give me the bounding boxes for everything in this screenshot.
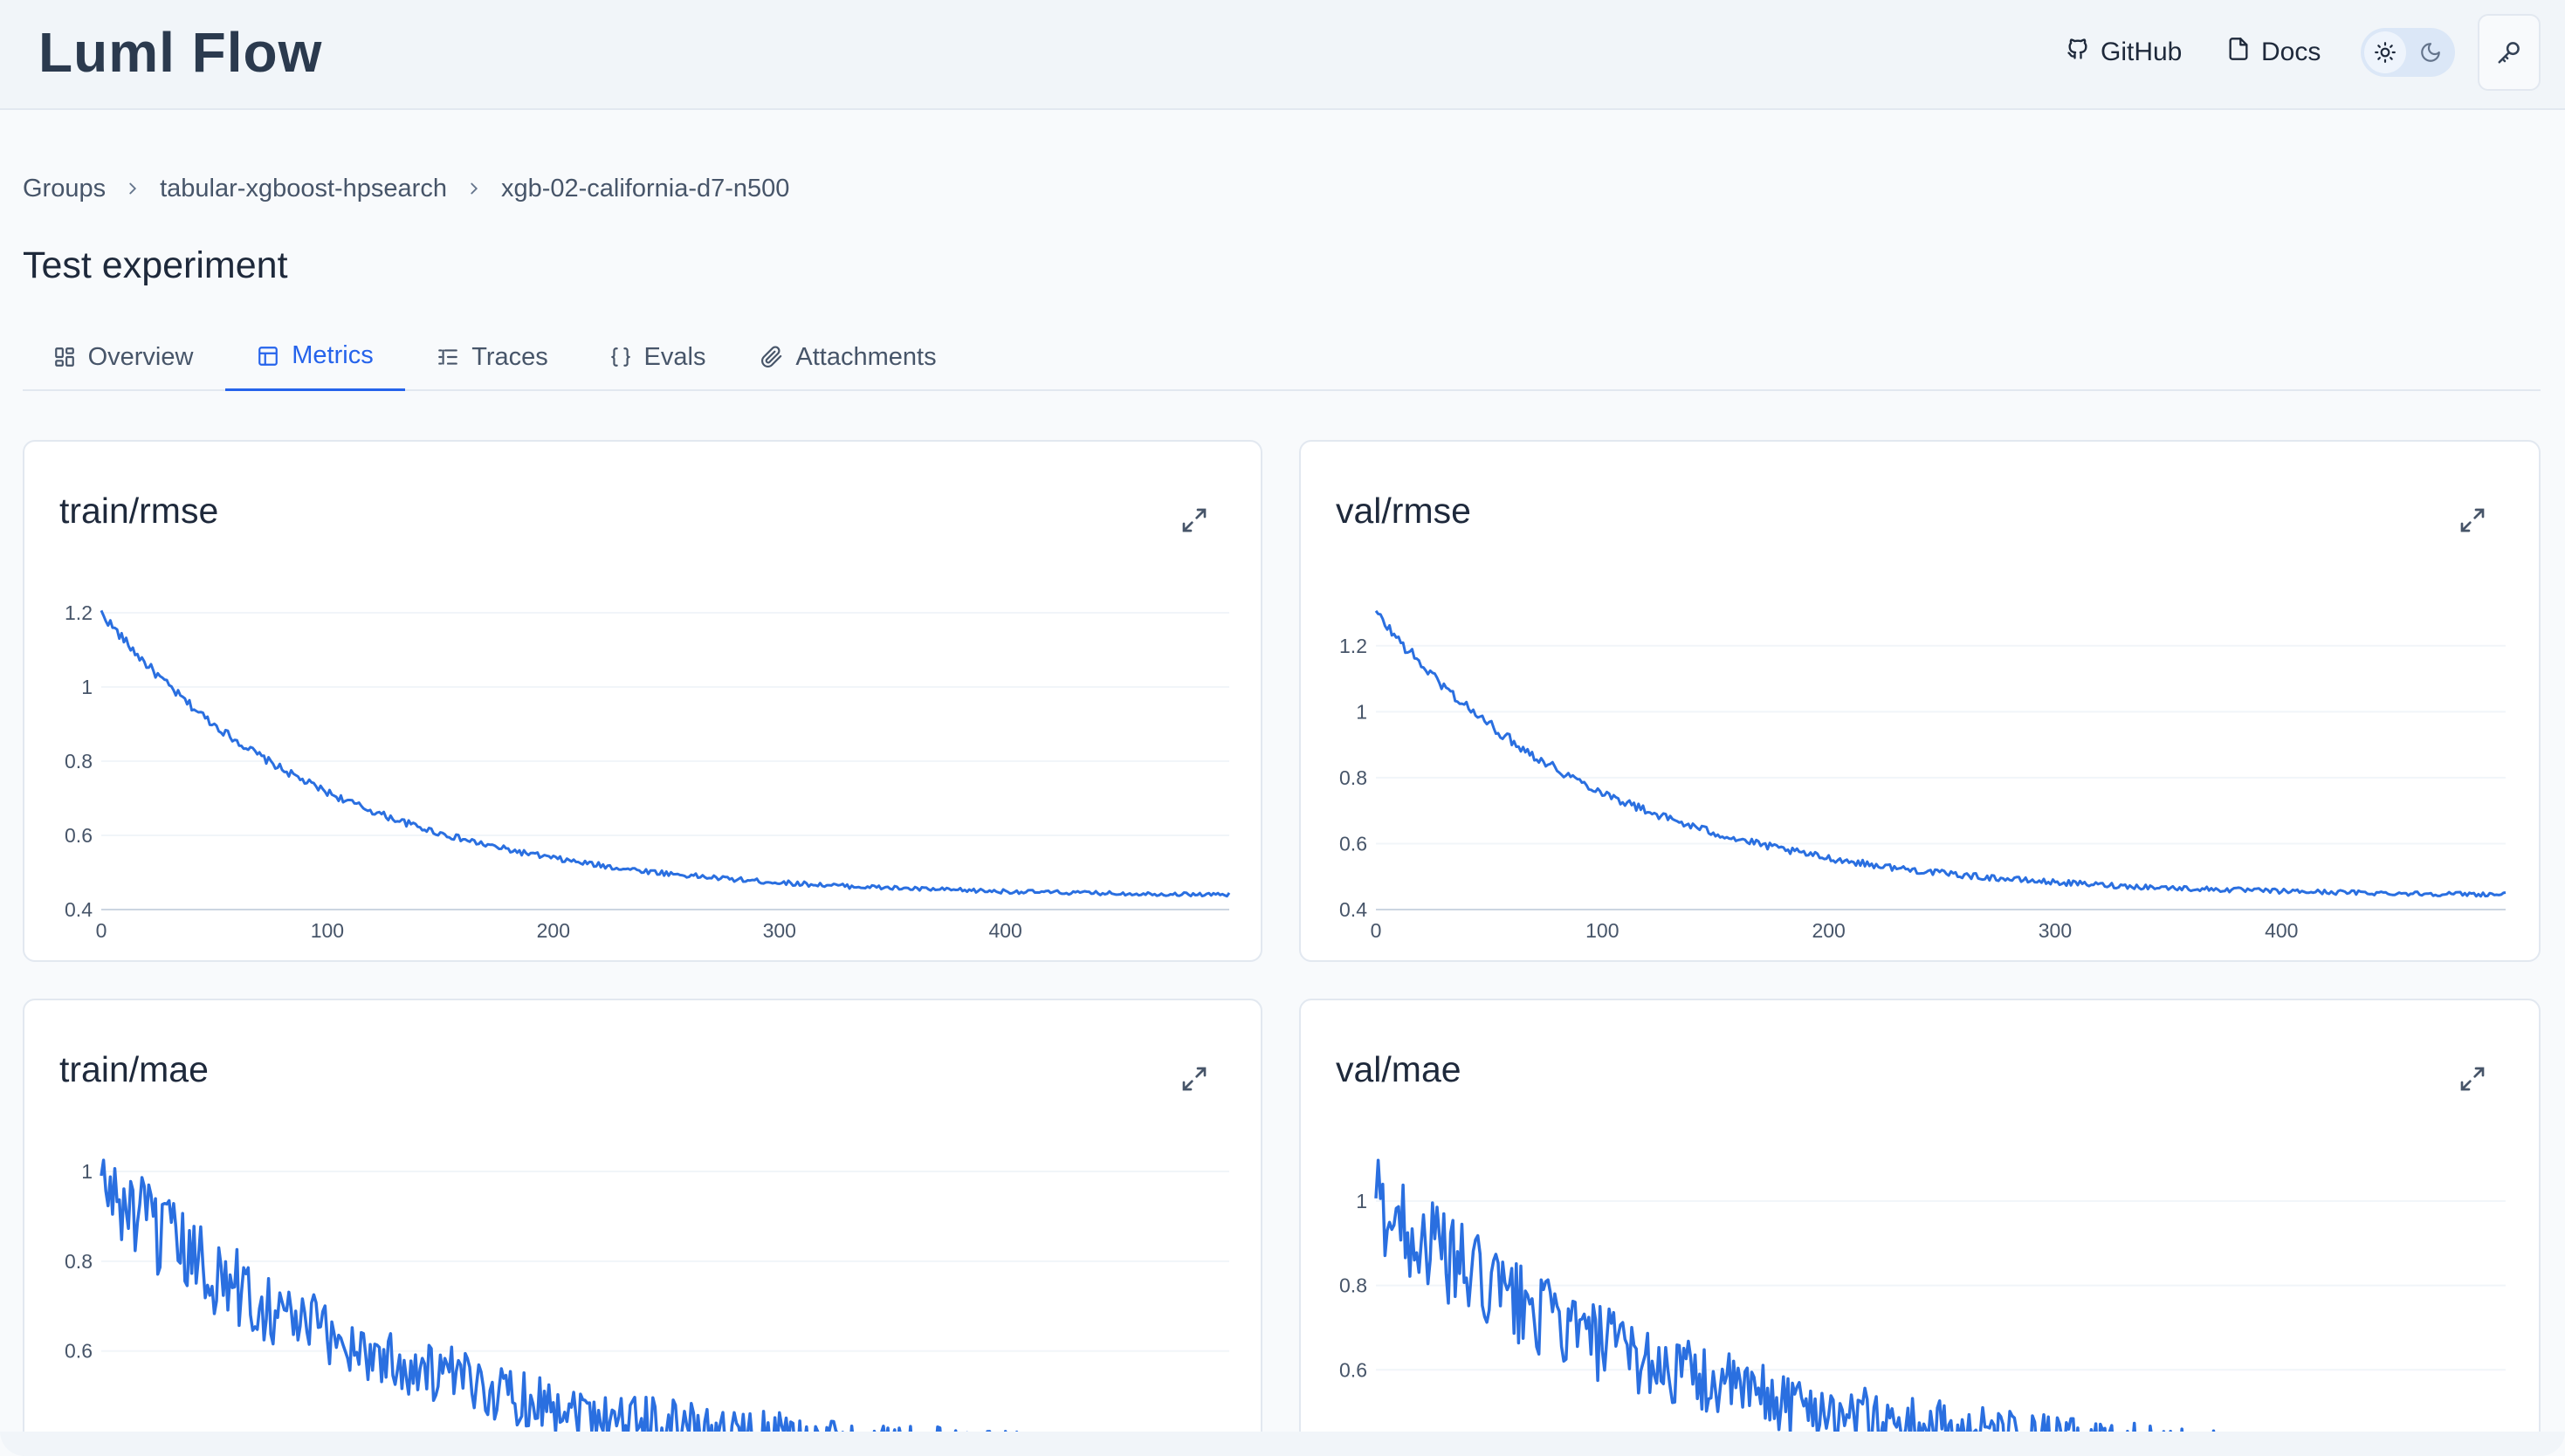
window-bottom-edge xyxy=(0,1432,2565,1456)
key-icon xyxy=(2498,42,2520,64)
x-tick-label: 300 xyxy=(2039,919,2072,942)
tab-traces[interactable]: Traces xyxy=(430,323,555,391)
chart-title: train/mae xyxy=(59,1049,209,1089)
x-tick-label: 300 xyxy=(763,919,796,942)
line-chart: 0.40.60.81 xyxy=(1339,1158,2506,1456)
docs-label: Docs xyxy=(2261,38,2321,66)
metric-card: train/rmse 0.4 0.6 0.8 1 1.2 0 100 200 300 400 xyxy=(23,440,1262,962)
y-tick-label: 0.6 xyxy=(65,824,93,847)
series-line xyxy=(1374,609,2507,898)
x-tick-label: 200 xyxy=(537,919,570,942)
docs-link[interactable]: Docs xyxy=(2226,31,2321,73)
y-tick-label: 0.6 xyxy=(1339,1358,1367,1381)
series-line xyxy=(100,609,1231,898)
list-tree-icon xyxy=(438,349,458,365)
chart-title: val/mae xyxy=(1336,1049,1461,1089)
y-tick-label: 0.4 xyxy=(1339,898,1367,921)
y-tick-label: 0.8 xyxy=(65,1250,93,1273)
y-tick-label: 0.6 xyxy=(1339,832,1367,855)
table-icon xyxy=(258,346,279,366)
tab-overview-label: Overview xyxy=(87,342,194,371)
light-theme-button[interactable] xyxy=(2364,31,2406,73)
chevron-right-icon xyxy=(123,179,142,198)
y-tick-label: 1.2 xyxy=(1339,635,1367,657)
page-title: Test experiment xyxy=(23,244,288,286)
api-key-button[interactable] xyxy=(2478,14,2541,91)
line-chart: 0.4 0.6 0.8 1 1.2 0 100 200 300 400 xyxy=(65,601,1231,942)
x-tick-label: 100 xyxy=(1585,919,1619,942)
y-tick-label: 0.8 xyxy=(65,750,93,773)
line-chart: 0.4 0.6 0.8 1 1.2 0 100 200 300 400 xyxy=(1339,609,2507,942)
x-tick-label: 0 xyxy=(96,919,107,942)
expand-icon[interactable] xyxy=(1180,1065,1208,1093)
braces-icon xyxy=(610,347,630,367)
github-label: GitHub xyxy=(2101,38,2183,66)
moon-icon xyxy=(2421,43,2440,62)
paperclip-icon xyxy=(761,346,782,367)
breadcrumb-experiment[interactable]: xgb-02-california-d7-n500 xyxy=(500,174,790,203)
y-tick-label: 0.8 xyxy=(1339,766,1367,789)
y-tick-label: 1 xyxy=(81,676,93,698)
x-tick-label: 100 xyxy=(311,919,344,942)
tab-evals-label: Evals xyxy=(643,342,706,371)
tab-attachments[interactable]: Attachments xyxy=(753,323,945,391)
dark-theme-button[interactable] xyxy=(2410,31,2452,73)
theme-toggle[interactable] xyxy=(2361,28,2455,77)
x-tick-label: 400 xyxy=(2265,919,2298,942)
chart-title: val/rmse xyxy=(1336,491,1471,531)
sun-icon xyxy=(2375,42,2396,63)
expand-icon[interactable] xyxy=(2458,506,2486,534)
tab-traces-label: Traces xyxy=(471,342,548,371)
document-icon xyxy=(2226,37,2251,68)
expand-icon[interactable] xyxy=(1180,506,1208,534)
chart-title: train/rmse xyxy=(59,491,219,531)
y-tick-label: 1 xyxy=(1356,700,1367,723)
y-tick-label: 1.2 xyxy=(65,601,93,624)
y-tick-label: 0.8 xyxy=(1339,1274,1367,1297)
breadcrumb: Groups tabular-xgboost-hpsearch xgb-02-c… xyxy=(23,171,789,206)
y-tick-label: 0.4 xyxy=(65,898,93,921)
github-link[interactable]: GitHub xyxy=(2066,31,2182,73)
line-chart: 0.40.60.81 xyxy=(65,1158,1231,1456)
tab-evals[interactable]: Evals xyxy=(602,323,712,391)
x-tick-label: 0 xyxy=(1371,919,1382,942)
tab-attachments-label: Attachments xyxy=(795,342,937,371)
x-tick-label: 200 xyxy=(1812,919,1845,942)
tab-metrics-label: Metrics xyxy=(292,341,374,369)
tab-bar: Overview Metrics Traces Evals Attachment… xyxy=(23,323,2541,391)
top-bar: Luml Flow GitHub Docs xyxy=(0,0,2565,110)
tab-overview[interactable]: Overview xyxy=(49,323,197,391)
x-tick-label: 400 xyxy=(988,919,1021,942)
metric-card: val/mae 0.40.60.81 xyxy=(1299,999,2541,1456)
y-tick-label: 1 xyxy=(81,1160,93,1183)
series-line xyxy=(1374,1158,2506,1456)
breadcrumb-group[interactable]: tabular-xgboost-hpsearch xyxy=(160,174,447,203)
y-tick-label: 1 xyxy=(1356,1190,1367,1212)
breadcrumb-groups[interactable]: Groups xyxy=(23,174,107,203)
chevron-right-icon xyxy=(464,179,484,198)
metric-card: val/rmse 0.4 0.6 0.8 1 1.2 0 100 200 300 400 xyxy=(1299,440,2541,962)
app-logo[interactable]: Luml Flow xyxy=(38,21,323,84)
expand-icon[interactable] xyxy=(2458,1065,2486,1093)
metric-card: train/mae 0.40.60.81 xyxy=(23,999,1262,1456)
y-tick-label: 0.6 xyxy=(65,1340,93,1363)
series-line xyxy=(100,1158,1231,1456)
tab-metrics[interactable]: Metrics xyxy=(225,323,405,391)
github-icon xyxy=(2066,37,2090,68)
grid-icon xyxy=(54,347,74,367)
